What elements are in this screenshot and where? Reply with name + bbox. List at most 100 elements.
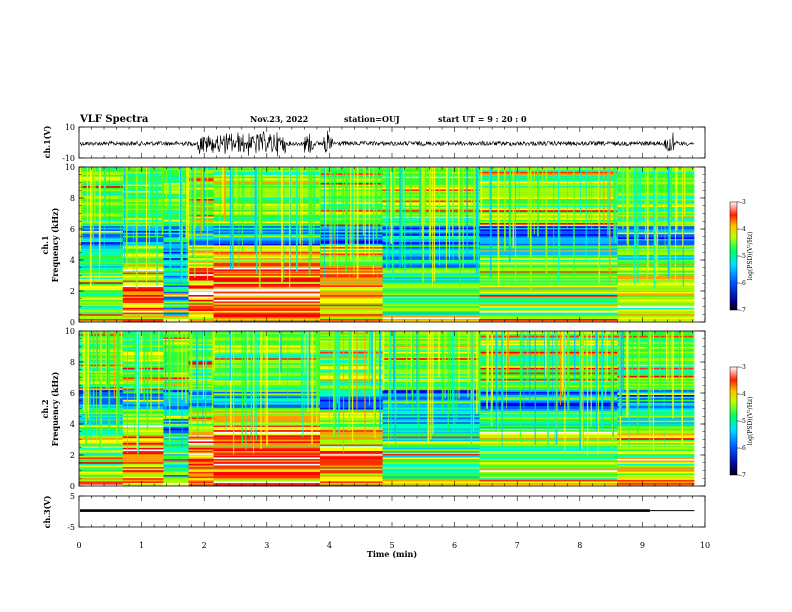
spectrogram-band: [382, 264, 480, 267]
spectrogram-band: [122, 425, 164, 428]
spectrogram-band: [163, 277, 189, 280]
sferic-streak: [504, 167, 506, 251]
spectrogram-band: [382, 279, 480, 281]
spectrogram-band: [188, 367, 214, 370]
sferic-streak: [377, 331, 379, 393]
sferic-streak: [203, 331, 204, 399]
sferic-streak: [581, 331, 583, 449]
spectrogram-band: [382, 240, 480, 243]
spectrogram-band: [479, 187, 618, 190]
spectrogram-band: [122, 263, 164, 265]
spectrogram-band: [163, 438, 189, 440]
spectrogram-band: [382, 455, 480, 458]
spectrogram-band: [163, 266, 189, 268]
spectrogram-band: [79, 248, 124, 251]
sferic-streak: [618, 331, 620, 445]
spectrogram-band: [188, 282, 214, 284]
sferic-streak: [486, 331, 487, 409]
spectrogram-band: [617, 459, 695, 461]
sferic-streak: [126, 167, 128, 270]
spectrogram-band: [617, 351, 695, 354]
sferic-streak: [80, 331, 81, 372]
spectrogram-band: [320, 239, 383, 241]
spectrogram-band: [617, 460, 695, 463]
spectrogram-band: [163, 383, 189, 386]
spectrogram-band: [213, 478, 321, 480]
spectrogram-band: [617, 240, 695, 243]
date-label: Nov.23, 2022: [250, 114, 308, 124]
spectrogram-band: [122, 345, 164, 348]
spectrogram-band: [188, 359, 214, 362]
spectrogram-band: [188, 388, 214, 391]
spectrogram-band: [188, 396, 214, 399]
spectrogram-band: [163, 231, 189, 233]
spectrogram-band: [617, 419, 695, 421]
spectrogram-band: [320, 272, 383, 275]
sferic-streak: [487, 331, 489, 383]
spectrogram-band: [122, 358, 164, 360]
spectrogram-band: [617, 216, 695, 219]
spectrogram-band: [382, 306, 480, 308]
sferic-streak: [530, 167, 532, 290]
spectrogram-band: [79, 211, 124, 214]
spectrogram-band: [79, 468, 124, 471]
sferic-streak: [526, 331, 529, 385]
sferic-streak: [626, 331, 628, 418]
spectrogram-band: [617, 334, 695, 336]
spectrogram-band: [122, 483, 164, 485]
sferic-streak: [81, 167, 83, 240]
spectrogram-band: [382, 291, 480, 294]
spectrogram-band: [213, 243, 321, 246]
spectrogram-band: [79, 168, 124, 171]
spectrogram-band: [163, 208, 189, 211]
spectrogram-band: [79, 184, 124, 187]
spectrogram-band: [163, 363, 189, 365]
spectrogram-band: [479, 280, 618, 283]
spectrogram-band: [617, 428, 695, 431]
sferic-streak: [421, 167, 423, 216]
spectrogram-band: [479, 283, 618, 286]
sferic-streak: [423, 167, 426, 223]
spectrogram-band: [213, 192, 321, 195]
spectrogram-band: [320, 197, 383, 200]
spectrogram-band: [122, 187, 164, 190]
x-tick-label: 5: [389, 541, 394, 550]
spectrogram-band: [79, 195, 124, 198]
spectrogram-band: [79, 280, 124, 283]
spectrogram-band: [163, 309, 189, 312]
spectrogram-band: [479, 291, 618, 294]
spectrogram-band: [320, 231, 383, 233]
spectrogram-band: [122, 267, 164, 270]
spectrogram-band: [79, 258, 124, 260]
spectrogram-band: [479, 192, 618, 195]
sferic-streak: [254, 167, 257, 252]
spectrogram-band: [163, 337, 189, 340]
spectrogram-band: [382, 213, 480, 216]
spectrogram-band: [382, 451, 480, 453]
spectrogram-band: [479, 471, 618, 474]
spectrogram-band: [122, 375, 164, 378]
spectrogram-band: [79, 226, 124, 228]
spectrogram-band: [617, 353, 695, 356]
sferic-streak: [350, 331, 352, 384]
sferic-streak: [343, 331, 345, 453]
spectrogram-band: [320, 443, 383, 445]
spectrogram-band: [320, 315, 383, 318]
spectrogram-band: [479, 179, 618, 182]
spectrogram-band: [163, 183, 189, 185]
spectrogram-band: [213, 280, 321, 283]
sferic-streak: [356, 167, 359, 279]
sferic-streak: [410, 167, 412, 280]
spectrogram-band: [79, 312, 124, 315]
spectrogram-band: [122, 433, 164, 436]
spectrogram-band: [320, 195, 383, 198]
spectrogram-band: [163, 176, 189, 179]
sferic-streak: [638, 331, 640, 406]
spectrogram-band: [213, 191, 321, 193]
spectrogram-band: [213, 179, 321, 182]
carrier-line: [79, 281, 695, 283]
spectrogram-band: [79, 170, 124, 172]
sferic-streak: [501, 331, 503, 447]
spectrogram-band: [188, 353, 214, 356]
spectrogram-band: [163, 295, 189, 297]
